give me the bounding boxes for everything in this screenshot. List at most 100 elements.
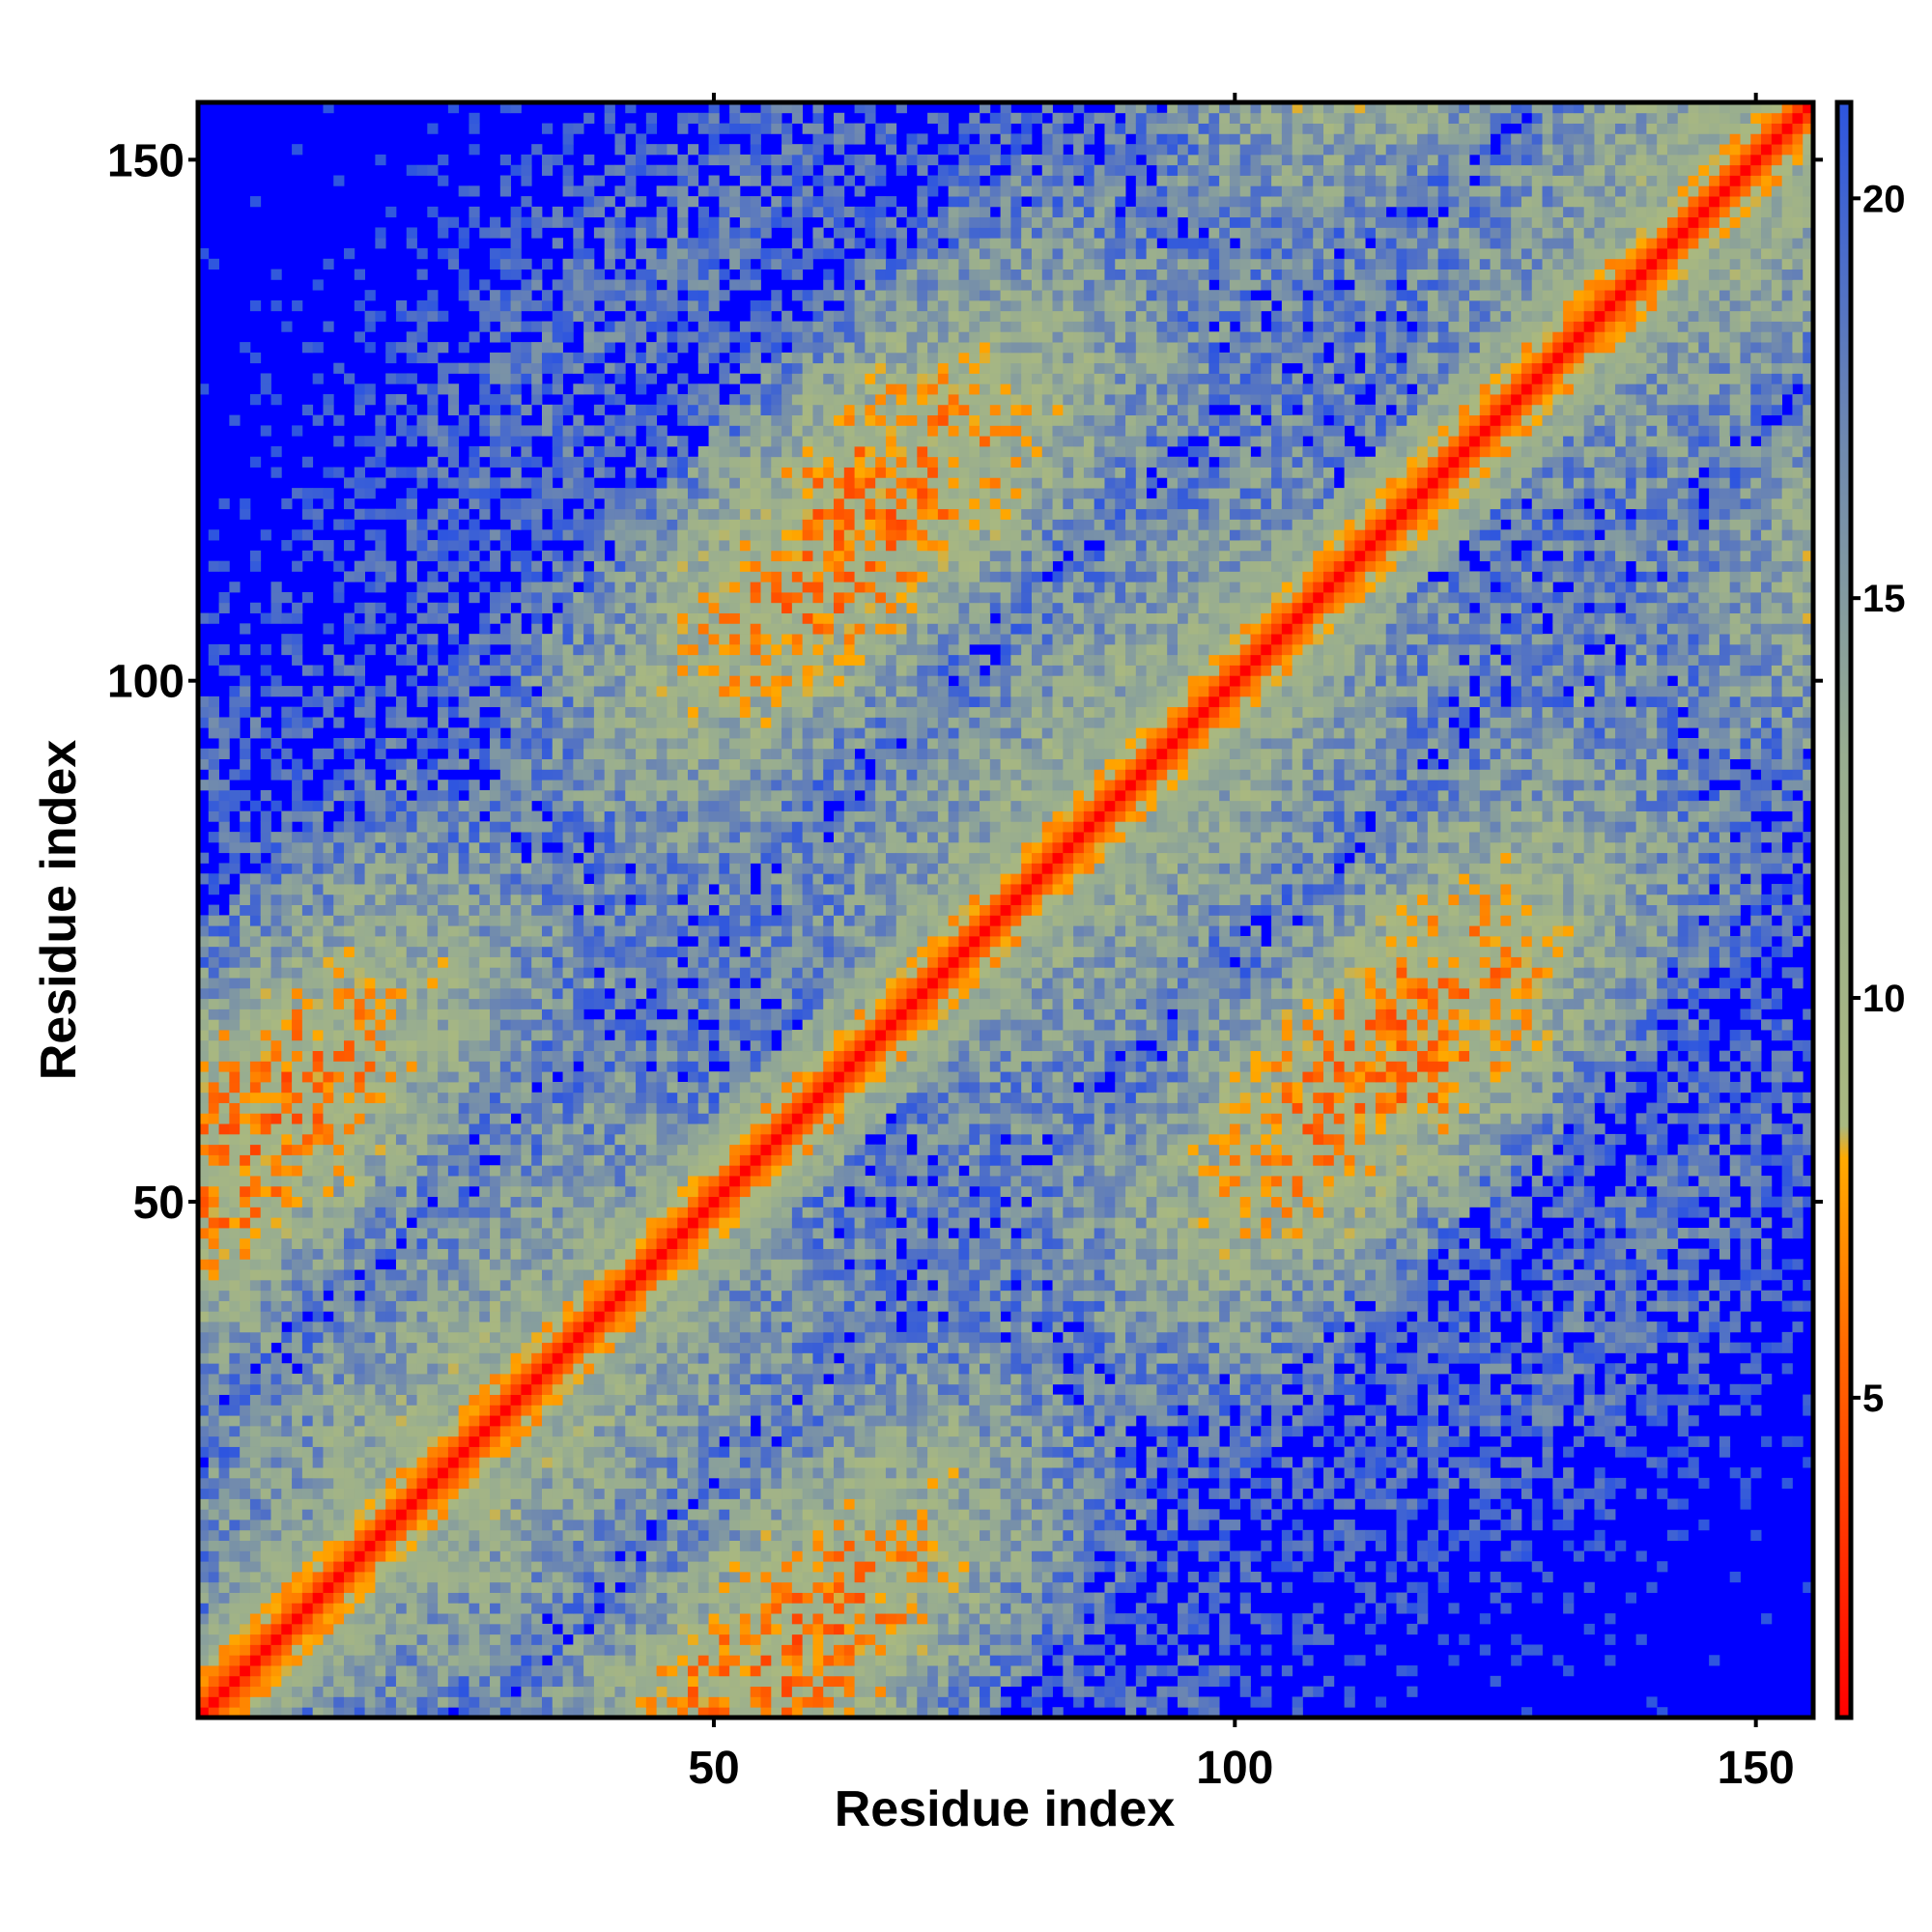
heatmap-cell: [301, 1581, 314, 1593]
heatmap-cell: [344, 946, 355, 957]
heatmap-cell: [458, 946, 469, 957]
heatmap-cell: [281, 1113, 293, 1124]
heatmap-cell: [937, 1665, 950, 1677]
heatmap-cell: [375, 1686, 386, 1697]
heatmap-cell: [1344, 1529, 1355, 1542]
heatmap-cell: [1385, 1477, 1397, 1490]
heatmap-cell: [980, 1561, 991, 1573]
heatmap-cell: [229, 1071, 241, 1083]
heatmap-cell: [917, 1623, 928, 1635]
heatmap-cell: [760, 1634, 772, 1645]
heatmap-cell: [771, 1581, 782, 1593]
heatmap-cell: [208, 1102, 219, 1114]
heatmap-cell: [312, 987, 324, 1000]
heatmap-cell: [656, 1623, 668, 1635]
heatmap-cell: [270, 1520, 282, 1531]
heatmap-cell: [301, 1550, 314, 1562]
heatmap-cell: [438, 1613, 449, 1625]
heatmap-cell: [1333, 1520, 1345, 1531]
heatmap-cell: [531, 1446, 543, 1458]
heatmap-cell: [1115, 1686, 1126, 1697]
heatmap-cell: [708, 1571, 720, 1583]
heatmap-cell: [292, 1030, 303, 1041]
heatmap-cell: [447, 1228, 460, 1239]
heatmap-cell: [1063, 1550, 1074, 1562]
heatmap-cell: [270, 1509, 282, 1520]
heatmap-cell: [249, 1176, 262, 1187]
heatmap-cell: [260, 1467, 271, 1479]
heatmap-cell: [458, 1707, 469, 1719]
heatmap-cell: [260, 789, 271, 802]
heatmap-cell: [427, 1529, 439, 1542]
heatmap-cell: [229, 1509, 241, 1520]
heatmap-cell: [260, 978, 271, 989]
heatmap-cell: [1187, 1675, 1199, 1688]
heatmap-cell: [823, 1592, 835, 1604]
heatmap-cell: [344, 1488, 355, 1499]
heatmap-cell: [469, 456, 480, 468]
heatmap-cell: [469, 571, 480, 582]
heatmap-cell: [781, 1686, 793, 1697]
heatmap-cell: [854, 1435, 866, 1447]
heatmap-cell: [438, 789, 449, 802]
heatmap-cell: [656, 1571, 668, 1583]
heatmap-cell: [447, 675, 460, 687]
heatmap-cell: [249, 1342, 262, 1353]
heatmap-cell: [697, 1561, 709, 1573]
heatmap-cell: [354, 758, 365, 770]
heatmap-cell: [249, 946, 262, 957]
heatmap-cell: [1198, 1644, 1209, 1656]
heatmap-cell: [270, 1405, 282, 1416]
heatmap-cell: [1010, 1435, 1022, 1447]
heatmap-cell: [917, 1540, 928, 1551]
heatmap-cell: [677, 1540, 689, 1551]
heatmap-cell: [281, 925, 293, 937]
heatmap-cell: [812, 1581, 824, 1593]
heatmap-cell: [301, 1352, 314, 1364]
heatmap-cell: [385, 342, 397, 354]
heatmap-cell: [1041, 1540, 1053, 1551]
heatmap-cell: [1094, 1540, 1105, 1551]
heatmap-cell: [1125, 1550, 1137, 1562]
heatmap-cell: [885, 1571, 897, 1583]
heatmap-cell: [458, 1081, 469, 1094]
heatmap-cell: [218, 1686, 230, 1697]
heatmap-cell: [218, 1571, 230, 1583]
heatmap-cell: [229, 1520, 241, 1531]
heatmap-cell: [479, 1603, 491, 1614]
heatmap-cell: [333, 852, 345, 864]
heatmap-cell: [834, 1592, 845, 1604]
heatmap-cell: [416, 748, 428, 759]
heatmap-cell: [385, 1237, 397, 1249]
heatmap-cell: [354, 821, 365, 833]
heatmap-cell: [427, 987, 439, 1000]
heatmap-cell: [447, 925, 460, 937]
heatmap-cell: [969, 1655, 980, 1666]
heatmap-cell: [1073, 1696, 1085, 1708]
heatmap-cell: [1198, 1696, 1209, 1708]
heatmap-cell: [719, 1540, 730, 1551]
heatmap-cell: [229, 1321, 241, 1333]
heatmap-cell: [301, 1509, 314, 1520]
heatmap-cell: [469, 810, 480, 822]
heatmap-cell: [427, 800, 439, 811]
heatmap-cell: [1583, 1623, 1595, 1635]
heatmap-cell: [875, 1509, 887, 1520]
heatmap-cell: [469, 841, 480, 854]
heatmap-cell: [198, 1467, 210, 1479]
heatmap-cell: [1167, 1509, 1179, 1520]
heatmap-cell: [1000, 1634, 1011, 1645]
heatmap-cell: [427, 904, 439, 916]
heatmap-cell: [416, 780, 428, 791]
heatmap-cell: [1031, 1529, 1043, 1542]
heatmap-cell: [292, 780, 303, 791]
heatmap-cell: [729, 1561, 741, 1573]
heatmap-cell: [969, 1665, 980, 1677]
heatmap-cell: [1219, 1592, 1231, 1604]
heatmap-cell: [834, 1520, 845, 1531]
heatmap-cell: [447, 1665, 460, 1677]
heatmap-cell: [458, 1457, 469, 1468]
heatmap-cell: [614, 1623, 626, 1635]
heatmap-cell: [260, 1237, 271, 1249]
